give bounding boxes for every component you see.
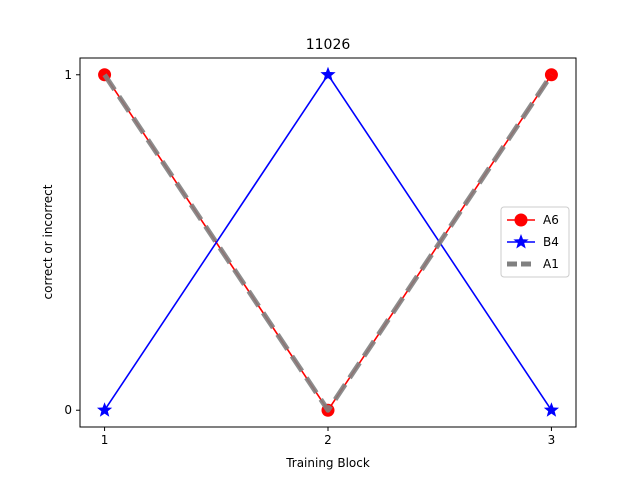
x-axis-label: Training Block xyxy=(285,456,370,470)
x-tick-label: 1 xyxy=(101,433,109,447)
y-axis-label: correct or incorrect xyxy=(41,184,55,299)
plot-frame xyxy=(79,57,577,428)
y-tick-label: 1 xyxy=(64,68,72,82)
tick-layer: 1 2 3 0 1 xyxy=(64,68,555,447)
legend-label: A6 xyxy=(543,213,559,227)
series-A1 xyxy=(102,73,554,413)
legend: A6 B4 A1 xyxy=(500,206,570,278)
series-B4 xyxy=(96,66,560,417)
data-point xyxy=(543,402,560,417)
legend-item: B4 xyxy=(507,234,559,249)
x-tick-label: 2 xyxy=(324,433,332,447)
legend-item: A1 xyxy=(507,257,559,271)
plot-area xyxy=(80,58,576,427)
x-tick-label: 3 xyxy=(548,433,556,447)
series-line xyxy=(102,73,554,413)
data-point xyxy=(320,66,336,82)
data-point xyxy=(96,402,113,417)
y-tick-label: 0 xyxy=(64,403,72,417)
chart-title: 11026 xyxy=(306,37,351,53)
legend-marker xyxy=(514,213,528,227)
legend-item: A6 xyxy=(507,213,559,227)
legend-marker xyxy=(513,234,529,249)
legend-label: B4 xyxy=(543,235,559,249)
series-layer xyxy=(96,66,560,417)
legend-label: A1 xyxy=(543,257,559,271)
